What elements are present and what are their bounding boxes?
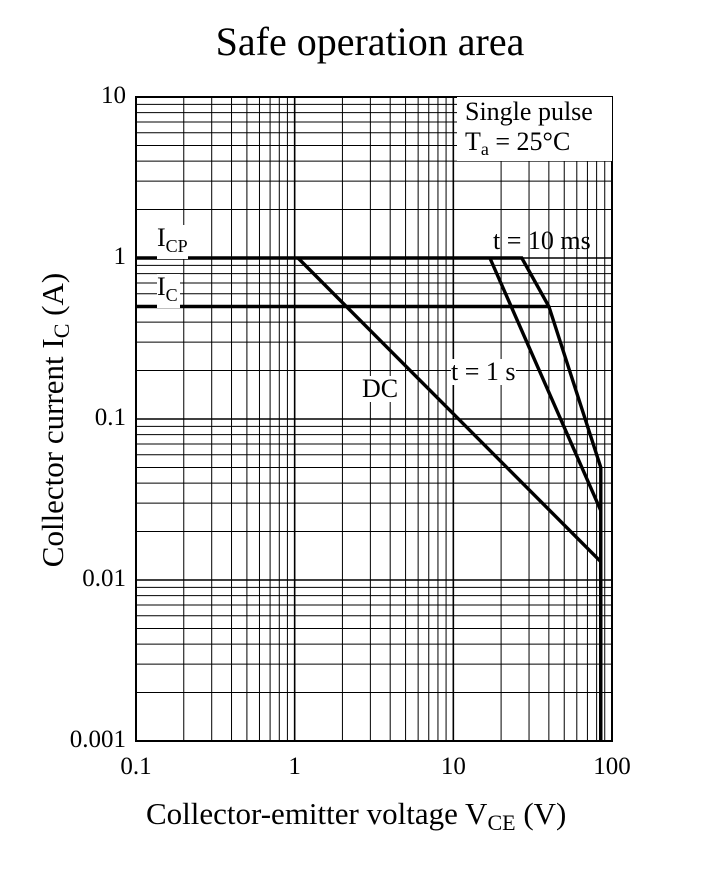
plot-frame [135,96,613,742]
x-tick-label: 100 [593,753,631,780]
x-tick-label: 1 [288,753,301,780]
legend-temperature: Ta = 25°C [465,127,571,159]
legend-box: Single pulse Ta = 25°C [457,97,612,161]
grid [136,97,612,741]
label-dc: DC [362,374,399,403]
x-tick-label: 0.1 [120,753,152,780]
y-tick-label: 0.001 [69,726,126,753]
label-t-10ms: t = 10 ms [493,226,591,255]
y-tick-label: 1 [113,243,127,270]
y-tick-label: 10 [101,82,126,109]
series-line-2 [296,256,603,741]
y-tick-label: 0.01 [82,565,126,592]
label-t-1s: t = 1 s [451,357,516,386]
label-icp: ICP [157,225,188,259]
series-line-1 [488,257,603,741]
legend-single-pulse: Single pulse [465,97,593,126]
y-tick-label: 0.1 [94,404,126,431]
y-axis-label: Collector current IC (A) [35,272,74,568]
x-axis-label: Collector-emitter voltage VCE (V) [146,796,567,835]
x-tick-label: 10 [440,753,466,780]
chart-title: Safe operation area [215,19,525,64]
curves [136,256,603,741]
label-ic: IC [157,274,180,308]
